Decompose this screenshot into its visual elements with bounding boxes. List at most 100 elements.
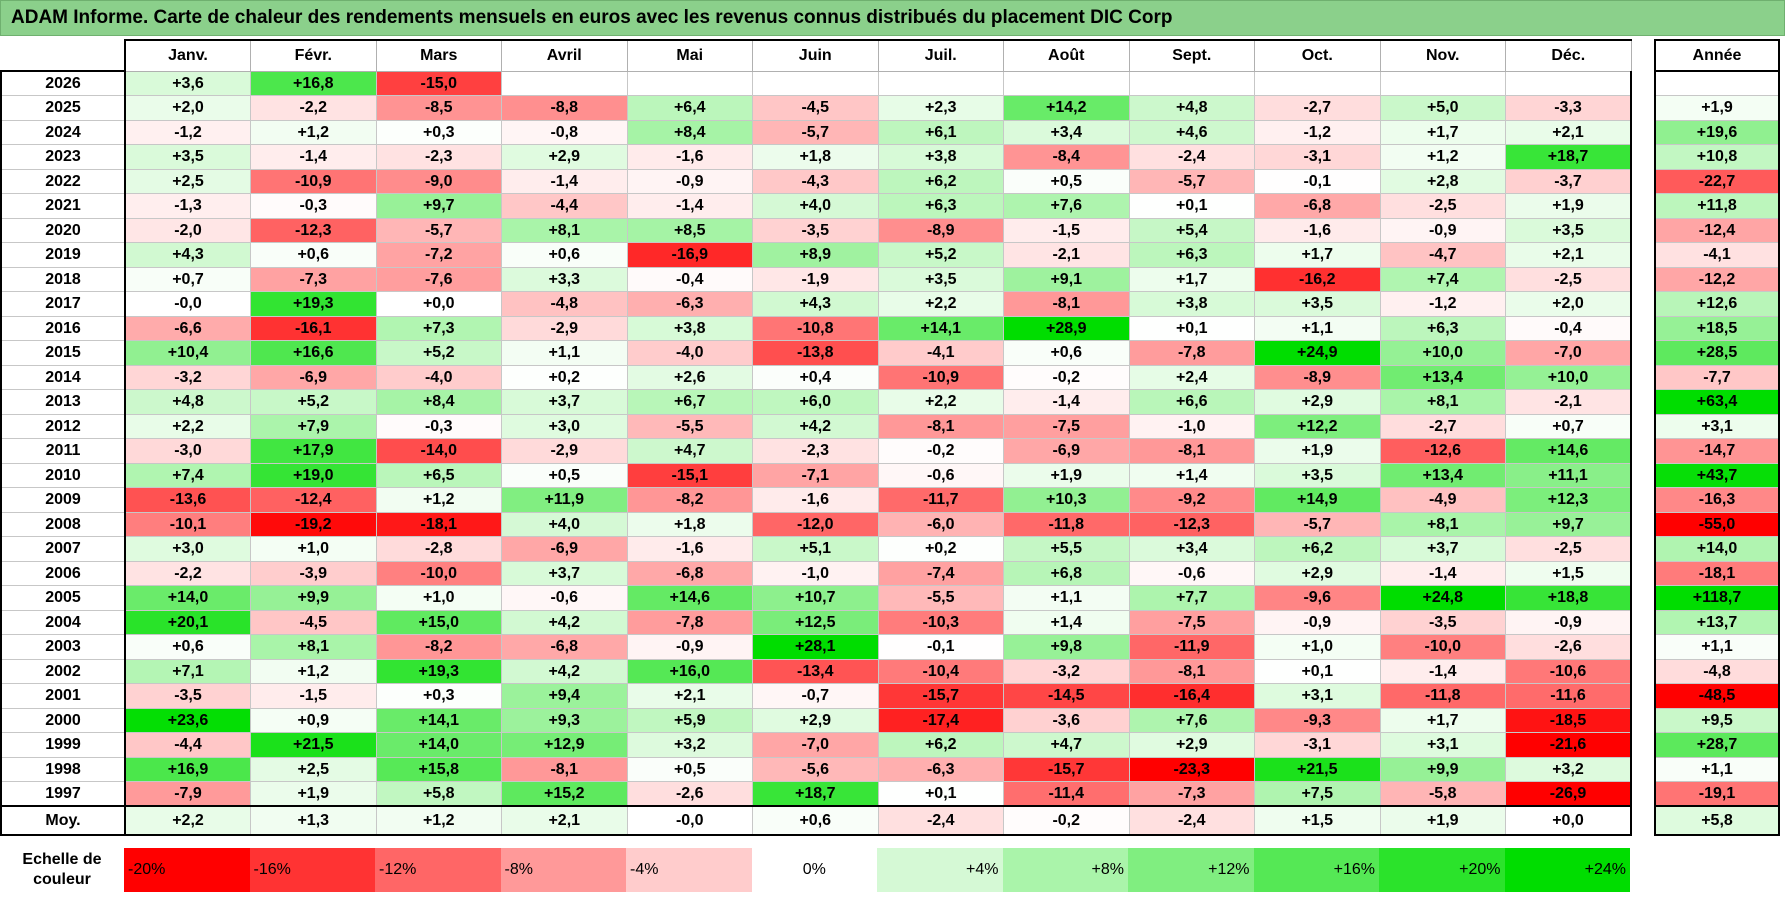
heat-cell: -1,4 [250, 144, 377, 170]
chart-title: ADAM Informe. Carte de chaleur des rende… [0, 0, 1785, 36]
heat-cell: +2,4 [1128, 364, 1255, 390]
heat-cell: +3,8 [877, 144, 1004, 170]
heat-cell: +8,4 [626, 119, 753, 145]
heat-cell: +0,1 [877, 781, 1004, 807]
heat-cell: -2,0 [124, 217, 251, 243]
heat-cell: +0,1 [1128, 193, 1255, 219]
heat-cell: +7,4 [124, 462, 251, 488]
heat-cell: -1,6 [626, 536, 753, 562]
heat-cell: +9,3 [501, 707, 628, 733]
heat-cell: +4,7 [1003, 732, 1130, 758]
annual-cell: +1,1 [1654, 756, 1780, 782]
month-header: Oct. [1254, 39, 1381, 72]
heat-cell: +1,2 [1379, 144, 1506, 170]
heat-cell: +6,0 [752, 389, 879, 415]
heat-cell: -12,3 [1128, 511, 1255, 537]
spacer [1631, 71, 1655, 96]
heat-cell: +8,1 [1379, 389, 1506, 415]
heat-cell: -3,0 [124, 438, 251, 464]
annual-cell: -7,7 [1654, 364, 1780, 390]
heat-cell: +6,8 [1003, 560, 1130, 586]
scale-swatch: +12% [1128, 848, 1254, 892]
heat-cell: +1,8 [626, 511, 753, 537]
heat-cell: +6,1 [877, 119, 1004, 145]
heat-cell: -2,2 [124, 560, 251, 586]
heat-cell: -0,1 [877, 634, 1004, 660]
heat-cell: +0,0 [1505, 805, 1632, 836]
heat-cell: +3,1 [1379, 732, 1506, 758]
year-label: 2006 [0, 560, 126, 586]
spacer [1631, 95, 1655, 120]
average-label: Moy. [0, 805, 126, 836]
heat-cell: -0,0 [626, 805, 753, 836]
heat-cell: -6,8 [501, 634, 628, 660]
heat-cell: +23,6 [124, 707, 251, 733]
heat-cell: +1,4 [1003, 609, 1130, 635]
heat-cell: -3,1 [1254, 144, 1381, 170]
annual-cell: +1,9 [1654, 95, 1780, 121]
heat-cell: +9,7 [375, 193, 502, 219]
heat-cell: -16,4 [1128, 683, 1255, 709]
heat-cell: -3,5 [1379, 609, 1506, 635]
annual-cell: -19,1 [1654, 781, 1780, 807]
annual-cell: -4,8 [1654, 658, 1780, 684]
month-header: Janv. [124, 39, 251, 72]
heat-cell: +2,2 [877, 389, 1004, 415]
heat-cell: -7,9 [124, 781, 251, 807]
heat-cell: +1,9 [1379, 805, 1506, 836]
heat-cell: +0,6 [250, 242, 377, 268]
heat-cell: -7,1 [752, 462, 879, 488]
heat-cell: -2,1 [1003, 242, 1130, 268]
heat-cell: -13,8 [752, 340, 879, 366]
year-row: 1998 +16,9 +2,5 +15,8 -8,1 +0,5 -5,6 -6,3 -15,7-… [0, 756, 1780, 782]
heat-cell: -6,6 [124, 315, 251, 341]
heat-cell: +0,4 [752, 364, 879, 390]
heat-cell: +19,3 [250, 291, 377, 317]
year-row: 2026 +3,6 +16,8 -15,0 [0, 70, 1780, 96]
heat-cell: -15,1 [626, 462, 753, 488]
heat-cell: +1,7 [1379, 707, 1506, 733]
heat-cell: -10,1 [124, 511, 251, 537]
year-row: 2024 -1,2 +1,2 +0,3 -0,8 +8,4 -5,7 +6,1 +3,4 +4,6… [0, 119, 1780, 145]
heat-cell: +1,2 [250, 658, 377, 684]
spacer [1631, 757, 1655, 782]
year-label: 2005 [0, 585, 126, 611]
heat-cell: -9,6 [1254, 585, 1381, 611]
heat-cell: -5,8 [1379, 781, 1506, 807]
heat-cell: +0,9 [250, 707, 377, 733]
heat-cell: +19,3 [375, 658, 502, 684]
annual-cell: +19,6 [1654, 119, 1780, 145]
year-row: 2022 +2,5 -10,9 -9,0 -1,4 -0,9 -4,3 +6,2 +0,5 -5,… [0, 168, 1780, 194]
annual-cell [1654, 70, 1780, 96]
heat-cell: +1,2 [250, 119, 377, 145]
heat-cell: -4,5 [752, 95, 879, 121]
heat-cell: -7,0 [1505, 340, 1632, 366]
heat-cell: +11,9 [501, 487, 628, 513]
heat-cell: -3,5 [752, 217, 879, 243]
year-label: 2001 [0, 683, 126, 709]
heat-cell: -1,4 [501, 168, 628, 194]
heat-cell: +6,3 [877, 193, 1004, 219]
heatmap-body: 2026 +3,6 +16,8 -15,0 2025 +2,0 -2,2 -8,5 -8,8 +6… [0, 70, 1780, 836]
heat-cell: +3,4 [1128, 536, 1255, 562]
heat-cell: +0,7 [124, 266, 251, 292]
annual-cell: +11,8 [1654, 193, 1780, 219]
heat-cell: +3,4 [1003, 119, 1130, 145]
heat-cell: +8,1 [250, 634, 377, 660]
heat-cell: +2,9 [752, 707, 879, 733]
annual-cell: +9,5 [1654, 707, 1780, 733]
heat-cell: +18,7 [1505, 144, 1632, 170]
heat-cell: +3,5 [124, 144, 251, 170]
heat-cell: +2,2 [124, 413, 251, 439]
heat-cell: -0,9 [1505, 609, 1632, 635]
heat-cell: +1,2 [375, 487, 502, 513]
heat-cell: +0,6 [124, 634, 251, 660]
heat-cell: +7,5 [1254, 781, 1381, 807]
heat-cell: -1,2 [1379, 291, 1506, 317]
year-label: 2023 [0, 144, 126, 170]
spacer [1631, 634, 1655, 659]
heat-cell: +2,2 [124, 805, 251, 836]
heat-cell: -5,5 [626, 413, 753, 439]
heat-cell: -5,7 [1128, 168, 1255, 194]
spacer [1631, 169, 1655, 194]
